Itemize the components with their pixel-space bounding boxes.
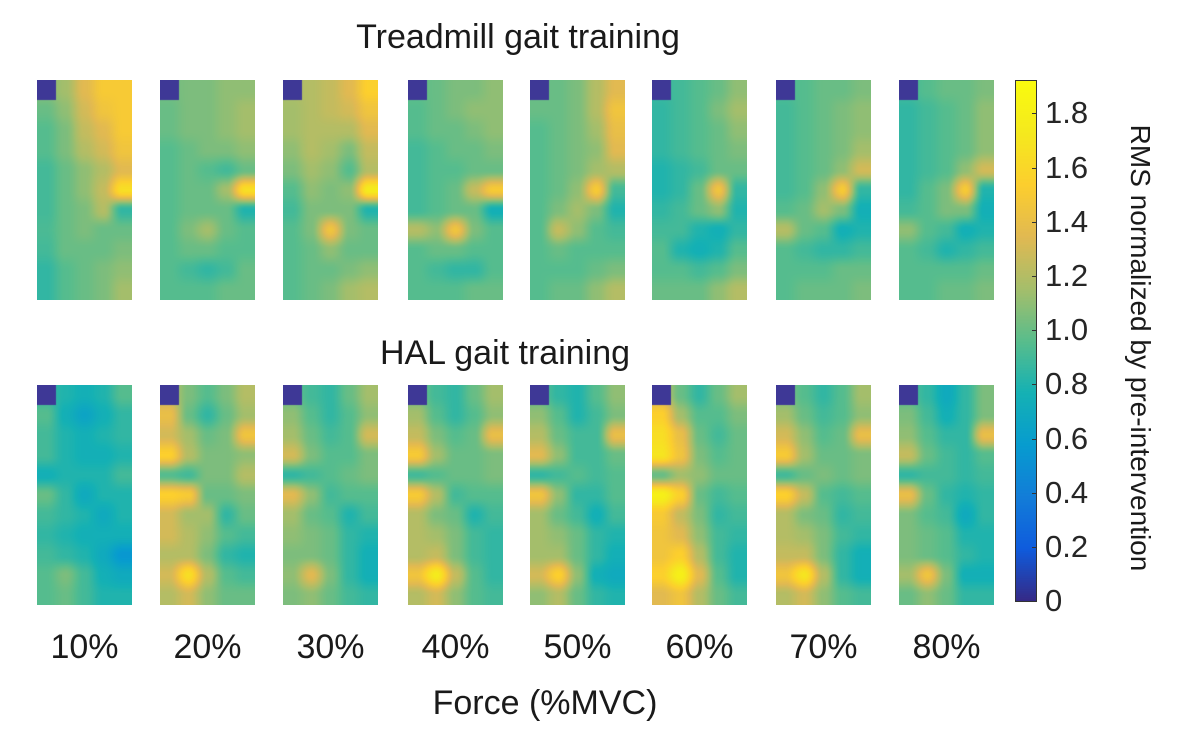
colorbar-tick-mark — [1032, 330, 1036, 331]
colorbar-tick-mark — [1032, 168, 1036, 169]
heatmap-canvas — [408, 80, 503, 300]
colorbar-label: RMS normalized by pre-intervention — [1125, 124, 1156, 572]
heatmap-hal-30pct — [283, 385, 378, 605]
colorbar-tick-label: 1.2 — [1045, 258, 1089, 293]
colorbar-tick-mark — [1032, 493, 1036, 494]
heatmap-canvas — [283, 80, 378, 300]
heatmap-hal-60pct — [652, 385, 747, 605]
heatmap-treadmill-40pct — [408, 80, 503, 300]
x-tick-label: 40% — [421, 628, 490, 666]
heatmap-treadmill-30pct — [283, 80, 378, 300]
heatmap-hal-50pct — [530, 385, 625, 605]
colorbar-tick-mark — [1032, 547, 1036, 548]
colorbar-gradient — [1016, 81, 1036, 601]
heatmap-canvas — [37, 385, 132, 605]
heatmap-treadmill-60pct — [652, 80, 747, 300]
x-tick-label: 10% — [50, 628, 119, 666]
heatmap-treadmill-70pct — [776, 80, 871, 300]
x-tick-label: 50% — [543, 628, 612, 666]
heatmap-canvas — [283, 385, 378, 605]
heatmap-canvas — [530, 385, 625, 605]
heatmap-treadmill-20pct — [160, 80, 255, 300]
heatmap-canvas — [899, 385, 994, 605]
x-tick-label: 20% — [173, 628, 242, 666]
colorbar-tick-label: 1.4 — [1045, 204, 1089, 239]
heatmap-hal-80pct — [899, 385, 994, 605]
heatmap-hal-70pct — [776, 385, 871, 605]
colorbar-tick-mark — [1032, 276, 1036, 277]
colorbar-tick-label: 0.4 — [1045, 475, 1089, 510]
colorbar-tick-label: 0.2 — [1045, 529, 1089, 564]
heatmap-hal-10pct — [37, 385, 132, 605]
heatmap-canvas — [776, 385, 871, 605]
heatmap-treadmill-50pct — [530, 80, 625, 300]
heatmap-canvas — [776, 80, 871, 300]
colorbar-tick-label: 0.8 — [1045, 366, 1089, 401]
colorbar-tick-mark — [1032, 113, 1036, 114]
row-title-treadmill: Treadmill gait training — [356, 18, 680, 56]
colorbar-tick-mark — [1032, 222, 1036, 223]
x-tick-label: 30% — [296, 628, 365, 666]
row-title-hal: HAL gait training — [379, 334, 631, 372]
heatmap-canvas — [37, 80, 132, 300]
heatmap-canvas — [530, 80, 625, 300]
heatmap-treadmill-80pct — [899, 80, 994, 300]
colorbar — [1015, 80, 1037, 602]
colorbar-tick-mark — [1032, 384, 1036, 385]
heatmap-hal-40pct — [408, 385, 503, 605]
colorbar-tick-mark — [1032, 439, 1036, 440]
colorbar-tick-label: 1.6 — [1045, 150, 1089, 185]
colorbar-tick-label: 1.8 — [1045, 95, 1089, 130]
heatmap-canvas — [899, 80, 994, 300]
colorbar-tick-label: 0.6 — [1045, 421, 1089, 456]
heatmap-canvas — [160, 80, 255, 300]
heatmap-canvas — [652, 80, 747, 300]
colorbar-tick-label: 0 — [1045, 583, 1063, 618]
x-axis-label: Force (%MVC) — [432, 684, 658, 722]
heatmap-canvas — [160, 385, 255, 605]
x-tick-label: 80% — [912, 628, 981, 666]
heatmap-canvas — [652, 385, 747, 605]
heatmap-hal-20pct — [160, 385, 255, 605]
x-tick-label: 60% — [665, 628, 734, 666]
heatmap-canvas — [408, 385, 503, 605]
x-tick-label: 70% — [789, 628, 858, 666]
colorbar-tick-label: 1.0 — [1045, 312, 1089, 347]
colorbar-tick-mark — [1032, 601, 1036, 602]
heatmap-treadmill-10pct — [37, 80, 132, 300]
